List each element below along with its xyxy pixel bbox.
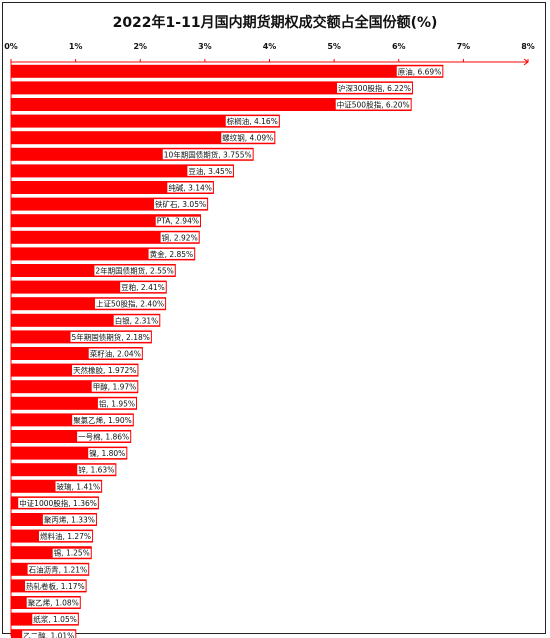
x-tick-label: 4% xyxy=(263,42,277,51)
bar-data-label: 2年期国债期货, 2.55% xyxy=(95,266,173,276)
bar-label-background xyxy=(55,481,102,492)
bar-data-label: 锡, 1.25% xyxy=(54,549,90,558)
bar-label-background xyxy=(113,315,160,326)
x-tick-label: 0% xyxy=(4,42,18,51)
x-tick-label: 7% xyxy=(457,42,471,51)
bar-data-label: 中证500股指, 6.20% xyxy=(337,100,410,110)
bar-data-label: 聚氯乙烯, 1.90% xyxy=(73,415,132,425)
bar-data-label: 豆油, 3.45% xyxy=(188,166,232,176)
bar-data-label: 螺纹钢, 4.09% xyxy=(222,133,273,143)
bar-label-background xyxy=(91,381,138,392)
bar-label-background xyxy=(32,614,78,625)
bar-label-background xyxy=(77,464,116,475)
bar-label-background xyxy=(18,497,98,508)
bar-label-background xyxy=(94,265,175,276)
bar-data-label: 一号棉, 1.86% xyxy=(78,432,129,442)
bar xyxy=(11,131,276,145)
bar-data-label: 玻璃, 1.41% xyxy=(57,481,101,491)
x-tick-label: 6% xyxy=(392,42,406,51)
bar-data-label: 镍, 1.80% xyxy=(89,448,125,458)
bar-label-background xyxy=(154,199,208,210)
bar-label-background xyxy=(167,182,213,193)
bar-data-label: 豆粕, 2.41% xyxy=(121,282,165,292)
bar-data-label: 沪深300股指, 6.22% xyxy=(338,83,411,93)
bar-data-label: 上证50股指, 2.40% xyxy=(96,299,164,309)
x-tick-label: 5% xyxy=(327,42,341,51)
bar-data-label: 聚乙烯, 1.08% xyxy=(28,598,79,608)
bar-data-label: 原油, 6.69% xyxy=(398,66,442,76)
bar-label-background xyxy=(52,548,91,558)
bar-data-label: 棕榈油, 4.16% xyxy=(227,116,278,126)
x-tick-label: 8% xyxy=(521,42,535,51)
bar-label-background xyxy=(335,99,411,110)
bar-data-label: 热轧卷板, 1.17% xyxy=(26,581,85,591)
bar-data-label: 锌, 1.63% xyxy=(78,465,114,475)
bar-data-label: 菜籽油, 2.04% xyxy=(90,349,141,359)
x-tick-label: 2% xyxy=(133,42,147,51)
bar-data-label: 铁矿石, 3.05% xyxy=(155,199,206,209)
bar-label-background xyxy=(27,564,89,575)
x-tick-label: 3% xyxy=(198,42,212,51)
bar-label-background xyxy=(396,66,443,77)
bar-data-label: 甲醇, 1.97% xyxy=(93,382,137,392)
bar xyxy=(11,181,214,194)
bar xyxy=(11,114,280,128)
bar-label-background xyxy=(72,414,133,425)
bar-label-background xyxy=(155,216,200,226)
data-labels: 原油, 6.69% 沪深300股指, 6.22% 中证500股指, 6.20% 棕榈油… xyxy=(18,66,443,638)
bar-label-background xyxy=(225,116,279,127)
bar-label-background xyxy=(77,431,131,442)
bar xyxy=(11,81,413,95)
bar-label-background xyxy=(88,448,127,459)
bar-label-background xyxy=(70,331,151,342)
bar-label-background xyxy=(88,348,142,359)
bar-label-background xyxy=(148,248,195,259)
bar-label-background xyxy=(38,531,93,542)
bar-data-label: 纸浆, 1.05% xyxy=(33,614,77,624)
bar-label-background xyxy=(120,282,166,293)
bar-data-label: 纯碱, 3.14% xyxy=(168,183,212,193)
bar-data-label: 中证1000股指, 1.36% xyxy=(19,498,97,508)
bar xyxy=(11,98,412,111)
bar-label-background xyxy=(162,149,253,160)
bar-data-label: 聚丙烯, 1.33% xyxy=(44,515,95,525)
bar-label-background xyxy=(22,630,76,638)
bar-label-background xyxy=(26,597,80,608)
bar xyxy=(11,64,444,78)
bar-data-label: PTA, 2.94% xyxy=(157,217,199,226)
bar-data-label: 铜, 2.92% xyxy=(162,232,198,242)
bar-label-background xyxy=(337,82,412,93)
x-tick-label: 1% xyxy=(69,42,83,51)
bar-label-background xyxy=(25,580,86,591)
bar-label-background xyxy=(187,165,233,176)
bar-data-label: 5年期国债期货, 2.18% xyxy=(72,332,150,342)
bar-label-background xyxy=(160,232,199,243)
bar xyxy=(11,214,201,228)
bar-data-label: 黄金, 2.85% xyxy=(150,249,194,259)
bar-data-label: 铝, 1.95% xyxy=(99,398,135,408)
bar-data-label: 白银, 2.31% xyxy=(115,315,159,325)
bar-data-label: 燃料油, 1.27% xyxy=(40,531,91,541)
bar-data-label: 石油沥青, 1.21% xyxy=(29,564,88,574)
bar-data-label: 10年期国债期货, 3.755% xyxy=(164,149,252,159)
bar-label-background xyxy=(42,514,96,525)
bar-label-background xyxy=(72,365,138,376)
bar-label-background xyxy=(221,132,275,143)
bar xyxy=(11,230,200,244)
bar-label-background xyxy=(97,398,137,409)
bar xyxy=(11,164,234,178)
bar-label-background xyxy=(94,298,166,309)
bar-data-label: 乙二醇, 1.01% xyxy=(23,631,74,638)
chart-title: 2022年1-11月国内期货期权成交额占全国份额(%) xyxy=(113,14,438,31)
bar-data-label: 天然橡胶, 1.972% xyxy=(73,365,136,375)
